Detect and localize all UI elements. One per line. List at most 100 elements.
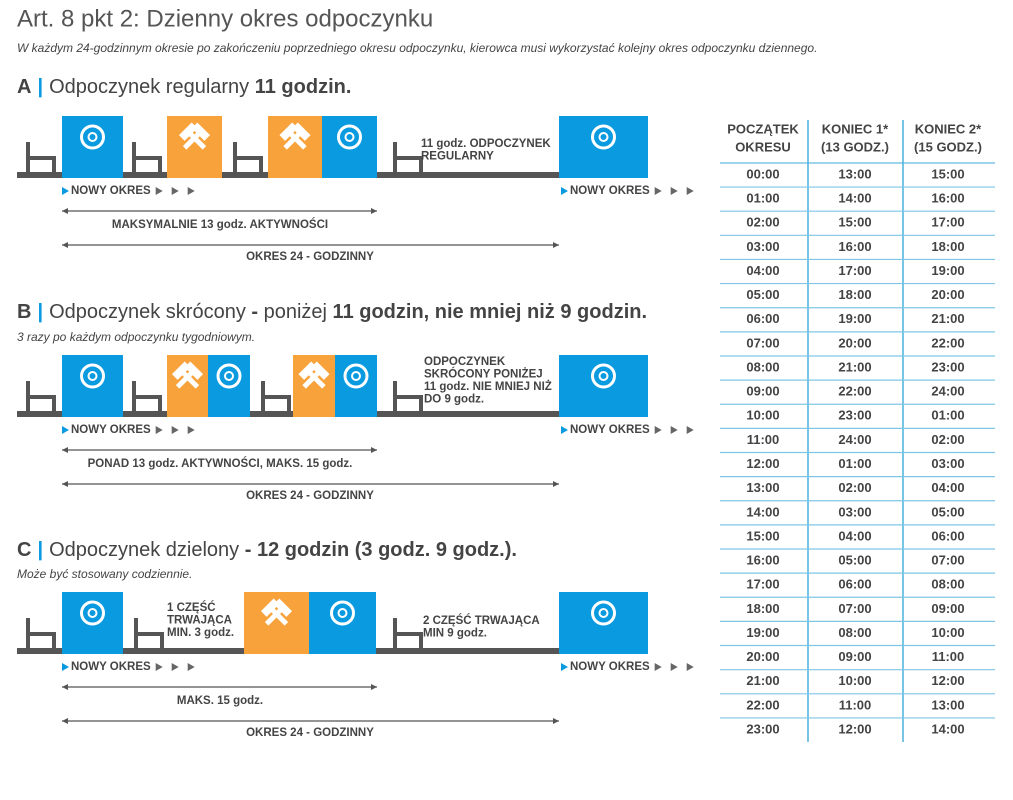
tacho-icon (87, 608, 98, 618)
arrow-icon (155, 663, 163, 671)
new-period-label: NOWY OKRES (570, 661, 650, 673)
tacho-icon (224, 371, 234, 381)
section-separator: | (37, 539, 43, 561)
bed-icon (134, 618, 164, 648)
section-note: Może być stosowany codziennie. (17, 567, 192, 581)
new-period-label: NOWY OKRES (570, 424, 650, 436)
table-cell: 05:00 (931, 504, 964, 519)
table-cell: 11:00 (839, 697, 872, 712)
table-cell: 01:00 (746, 191, 779, 206)
table-cell: 18:00 (931, 239, 964, 254)
hammer-handle (288, 131, 307, 150)
tacho-icon (87, 371, 98, 381)
table-cell: 06:00 (746, 311, 779, 326)
table-cell: 14:00 (931, 721, 964, 736)
new-period-label: NOWY OKRES (570, 185, 650, 197)
table-cell: 16:00 (746, 553, 779, 568)
tacho-icon (330, 600, 355, 626)
arrow-icon (62, 663, 69, 671)
table-cell: 07:00 (931, 553, 964, 568)
table-header: POCZĄTEK (727, 121, 799, 136)
arrow-icon (171, 187, 179, 195)
hammer-handle (181, 370, 200, 389)
bed-icon (233, 142, 263, 172)
table-cell: 17:00 (746, 577, 779, 592)
table-cell: 10:00 (931, 625, 964, 640)
table-cell: 03:00 (931, 456, 964, 471)
rest-label: REGULARNY (421, 151, 494, 163)
tacho-icon (216, 363, 242, 389)
bed-icon (261, 381, 291, 411)
new-period-label: NOWY OKRES (71, 424, 151, 436)
table-cell: 12:00 (931, 673, 964, 688)
hammer-icon (298, 361, 326, 389)
table-cell: 20:00 (838, 335, 871, 350)
section-title-part: - (246, 301, 264, 323)
table-cell: 05:00 (838, 553, 871, 568)
arrow-icon (187, 187, 195, 195)
table-cell: 15:00 (931, 166, 964, 181)
table-cell: 01:00 (838, 456, 871, 471)
table-cell: 05:00 (746, 287, 779, 302)
table-cell: 04:00 (931, 480, 964, 495)
hammer-head (171, 361, 191, 380)
table-cell: 22:00 (746, 697, 779, 712)
table-cell: 02:00 (838, 480, 871, 495)
table-cell: 10:00 (746, 408, 779, 423)
tacho-icon (598, 371, 609, 381)
section-title-part: 11 godzin. (255, 76, 352, 98)
table-cell: 16:00 (838, 239, 871, 254)
table-cell: 20:00 (931, 287, 964, 302)
arrow-icon (171, 663, 179, 671)
table-cell: 24:00 (838, 432, 871, 447)
section-letter: A (17, 76, 31, 98)
rest-label: 2 CZĘŚĆ TRWAJĄCA (423, 614, 540, 627)
title: Art. 8 pkt 2: Dzienny okres odpoczynku (17, 5, 433, 32)
table-cell: 11:00 (747, 432, 780, 447)
arrow-icon (561, 187, 568, 195)
table-cell: 04:00 (746, 263, 779, 278)
hammer-icon (279, 122, 307, 150)
tacho-icon (87, 132, 98, 142)
bed-icon (132, 381, 162, 411)
arrow-icon (654, 187, 662, 195)
table-cell: 20:00 (746, 649, 779, 664)
table-cell: 03:00 (746, 239, 779, 254)
arrow-icon (670, 426, 678, 434)
tacho-icon (80, 124, 105, 150)
table-cell: 21:00 (746, 673, 779, 688)
table-cell: 19:00 (838, 311, 871, 326)
rest-label: 11 godz. NIE MNIEJ NIŻ (424, 380, 552, 393)
new-period-label: NOWY OKRES (71, 185, 151, 197)
arrow-icon (561, 426, 568, 434)
rest-label: SKRÓCONY PONIŻEJ (424, 368, 543, 381)
tacho-icon (598, 608, 609, 618)
table-cell: 18:00 (746, 601, 779, 616)
table-cell: 21:00 (931, 311, 964, 326)
activity-label: MAKSYMALNIE 13 godz. AKTYWNOŚCI (112, 218, 328, 231)
table-header: KONIEC 1* (822, 121, 889, 136)
table-cell: 21:00 (838, 359, 871, 374)
hammer-handle (270, 607, 289, 626)
arrow-icon (654, 663, 662, 671)
hammer-handle (188, 131, 207, 150)
table-cell: 12:00 (838, 721, 871, 736)
table-cell: 07:00 (838, 601, 871, 616)
table-cell: 00:00 (746, 166, 779, 181)
table-cell: 01:00 (931, 408, 964, 423)
table-cell: 11:00 (932, 649, 965, 664)
arrow-icon (561, 663, 568, 671)
hammer-head (178, 122, 198, 141)
activity-label: PONAD 13 godz. AKTYWNOŚCI, MAKS. 15 godz… (88, 457, 353, 470)
arrow-icon (670, 663, 678, 671)
arrow-icon (155, 426, 163, 434)
table-cell: 19:00 (931, 263, 964, 278)
period-label: OKRES 24 - GODZINNY (246, 727, 374, 739)
hammer-head (279, 122, 298, 141)
section-letter: C (17, 539, 31, 561)
section-separator: | (37, 301, 43, 323)
tacho-icon (351, 371, 361, 381)
tacho-icon (591, 600, 616, 626)
table-cell: 14:00 (838, 191, 871, 206)
arrow-icon (187, 426, 195, 434)
